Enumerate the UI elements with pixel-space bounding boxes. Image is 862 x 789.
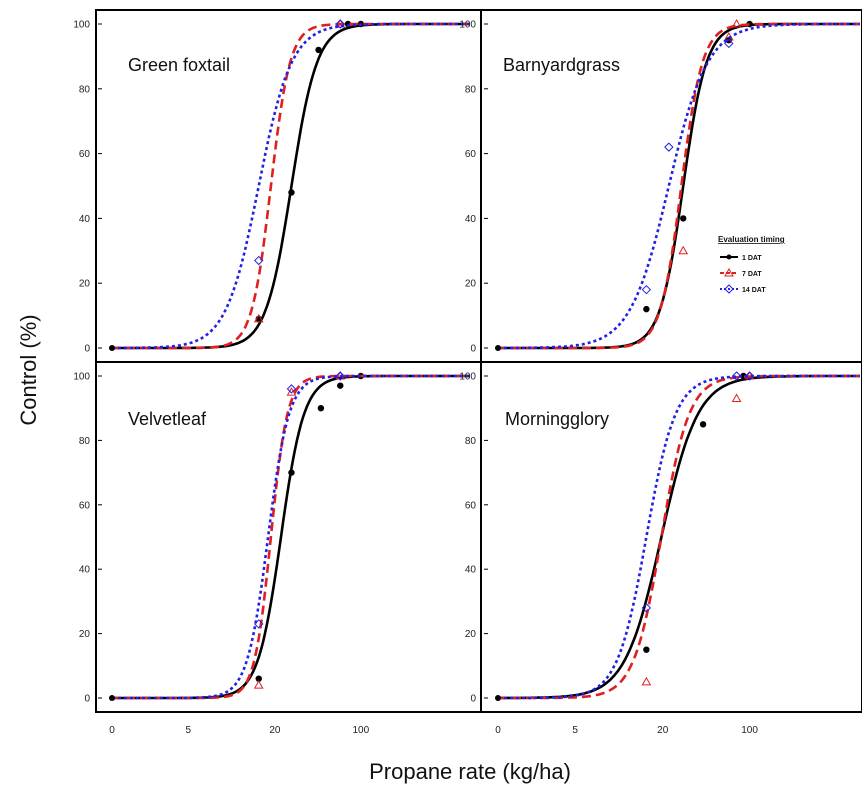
legend: Evaluation timing 1 DAT 7 DAT 14 DAT — [718, 235, 785, 294]
data-point — [731, 371, 742, 381]
x-tick-label: 5 — [185, 725, 191, 736]
data-point — [731, 393, 742, 403]
data-point — [495, 345, 501, 351]
y-tick-label: 0 — [84, 694, 90, 705]
series-line — [497, 22, 860, 350]
data-point — [744, 371, 755, 381]
legend-label-7dat: 7 DAT — [742, 271, 762, 278]
data-point — [643, 646, 650, 653]
data-point — [253, 680, 264, 689]
x-axis-label: Propane rate (kg/ha) — [369, 759, 571, 784]
y-tick-label: 80 — [79, 436, 91, 447]
data-point — [335, 19, 345, 29]
y-axis-label: Control (%) — [16, 314, 41, 425]
x-tick-label: 20 — [269, 725, 281, 736]
series-line — [112, 374, 470, 700]
data-point — [337, 382, 344, 389]
panel-barnyardgrass: Barnyardgrass 0 20 40 60 80 100 — [459, 18, 860, 355]
data-point — [253, 313, 264, 323]
legend-title: Evaluation timing — [718, 235, 785, 244]
panel-morningglory: Morningglory 0 20 40 60 80 100 0 5 20 100 — [459, 370, 860, 736]
panel-title: Barnyardgrass — [503, 55, 620, 75]
y-tick-label: 40 — [79, 214, 91, 225]
y-tick-label: 20 — [465, 279, 477, 290]
data-point — [286, 387, 297, 396]
data-point — [315, 46, 322, 54]
y-tick-label: 60 — [465, 149, 477, 160]
y-tick-label: 80 — [465, 84, 477, 95]
y-tick-label: 0 — [470, 694, 476, 705]
y-tick-label: 100 — [73, 20, 90, 31]
y-tick-label: 40 — [465, 214, 477, 225]
data-point — [317, 405, 325, 412]
legend-marker-7dat — [724, 267, 734, 277]
data-point — [643, 305, 650, 313]
data-point — [109, 695, 115, 701]
data-point — [724, 38, 734, 49]
data-point — [255, 675, 262, 682]
x-tick-label: 5 — [572, 725, 578, 736]
panel-green-foxtail: Green foxtail 0 20 40 60 80 100 — [73, 18, 470, 355]
data-point — [495, 695, 501, 701]
series-line — [112, 22, 470, 350]
panel-velvetleaf: Velvetleaf 0 20 40 60 80 100 0 5 20 100 — [73, 370, 470, 736]
data-point — [680, 215, 687, 222]
data-point — [664, 142, 674, 152]
legend-label-14dat: 14 DAT — [742, 287, 766, 294]
panel-title: Velvetleaf — [128, 409, 207, 429]
y-tick-label: 20 — [79, 629, 91, 640]
legend-label-1dat: 1 DAT — [742, 255, 762, 262]
data-point — [288, 189, 295, 196]
data-point — [678, 245, 689, 255]
x-tick-label: 100 — [741, 725, 758, 736]
panel-title: Green foxtail — [128, 55, 230, 75]
y-tick-label: 0 — [84, 344, 90, 355]
y-tick-label: 100 — [459, 372, 476, 383]
y-tick-label: 0 — [470, 344, 476, 355]
data-point — [288, 469, 295, 476]
data-point — [641, 676, 652, 686]
legend-marker-1dat — [726, 254, 732, 260]
series-line — [498, 374, 860, 700]
data-point — [254, 619, 264, 629]
y-tick-label: 20 — [465, 629, 477, 640]
y-tick-label: 40 — [465, 565, 477, 576]
x-tick-label: 0 — [109, 725, 115, 736]
data-point — [641, 603, 652, 613]
x-tick-label: 20 — [657, 725, 669, 736]
data-point — [731, 18, 742, 28]
data-point — [335, 371, 345, 381]
y-tick-label: 80 — [79, 84, 91, 95]
data-point — [699, 421, 707, 428]
y-tick-label: 60 — [465, 500, 477, 511]
y-tick-label: 60 — [79, 149, 91, 160]
series-line — [112, 374, 470, 700]
y-tick-label: 100 — [459, 20, 476, 31]
y-tick-label: 80 — [465, 436, 477, 447]
data-point — [335, 18, 346, 28]
data-point — [109, 345, 115, 351]
data-point — [254, 255, 264, 266]
y-tick-label: 100 — [73, 372, 90, 383]
data-point — [641, 284, 652, 295]
y-tick-label: 60 — [79, 500, 91, 511]
x-tick-label: 100 — [352, 725, 369, 736]
x-tick-label: 0 — [495, 725, 501, 736]
y-tick-label: 20 — [79, 279, 91, 290]
data-point — [286, 384, 297, 394]
legend-marker-14dat — [724, 284, 734, 294]
panel-title: Morningglory — [505, 409, 609, 429]
y-tick-label: 40 — [79, 565, 91, 576]
